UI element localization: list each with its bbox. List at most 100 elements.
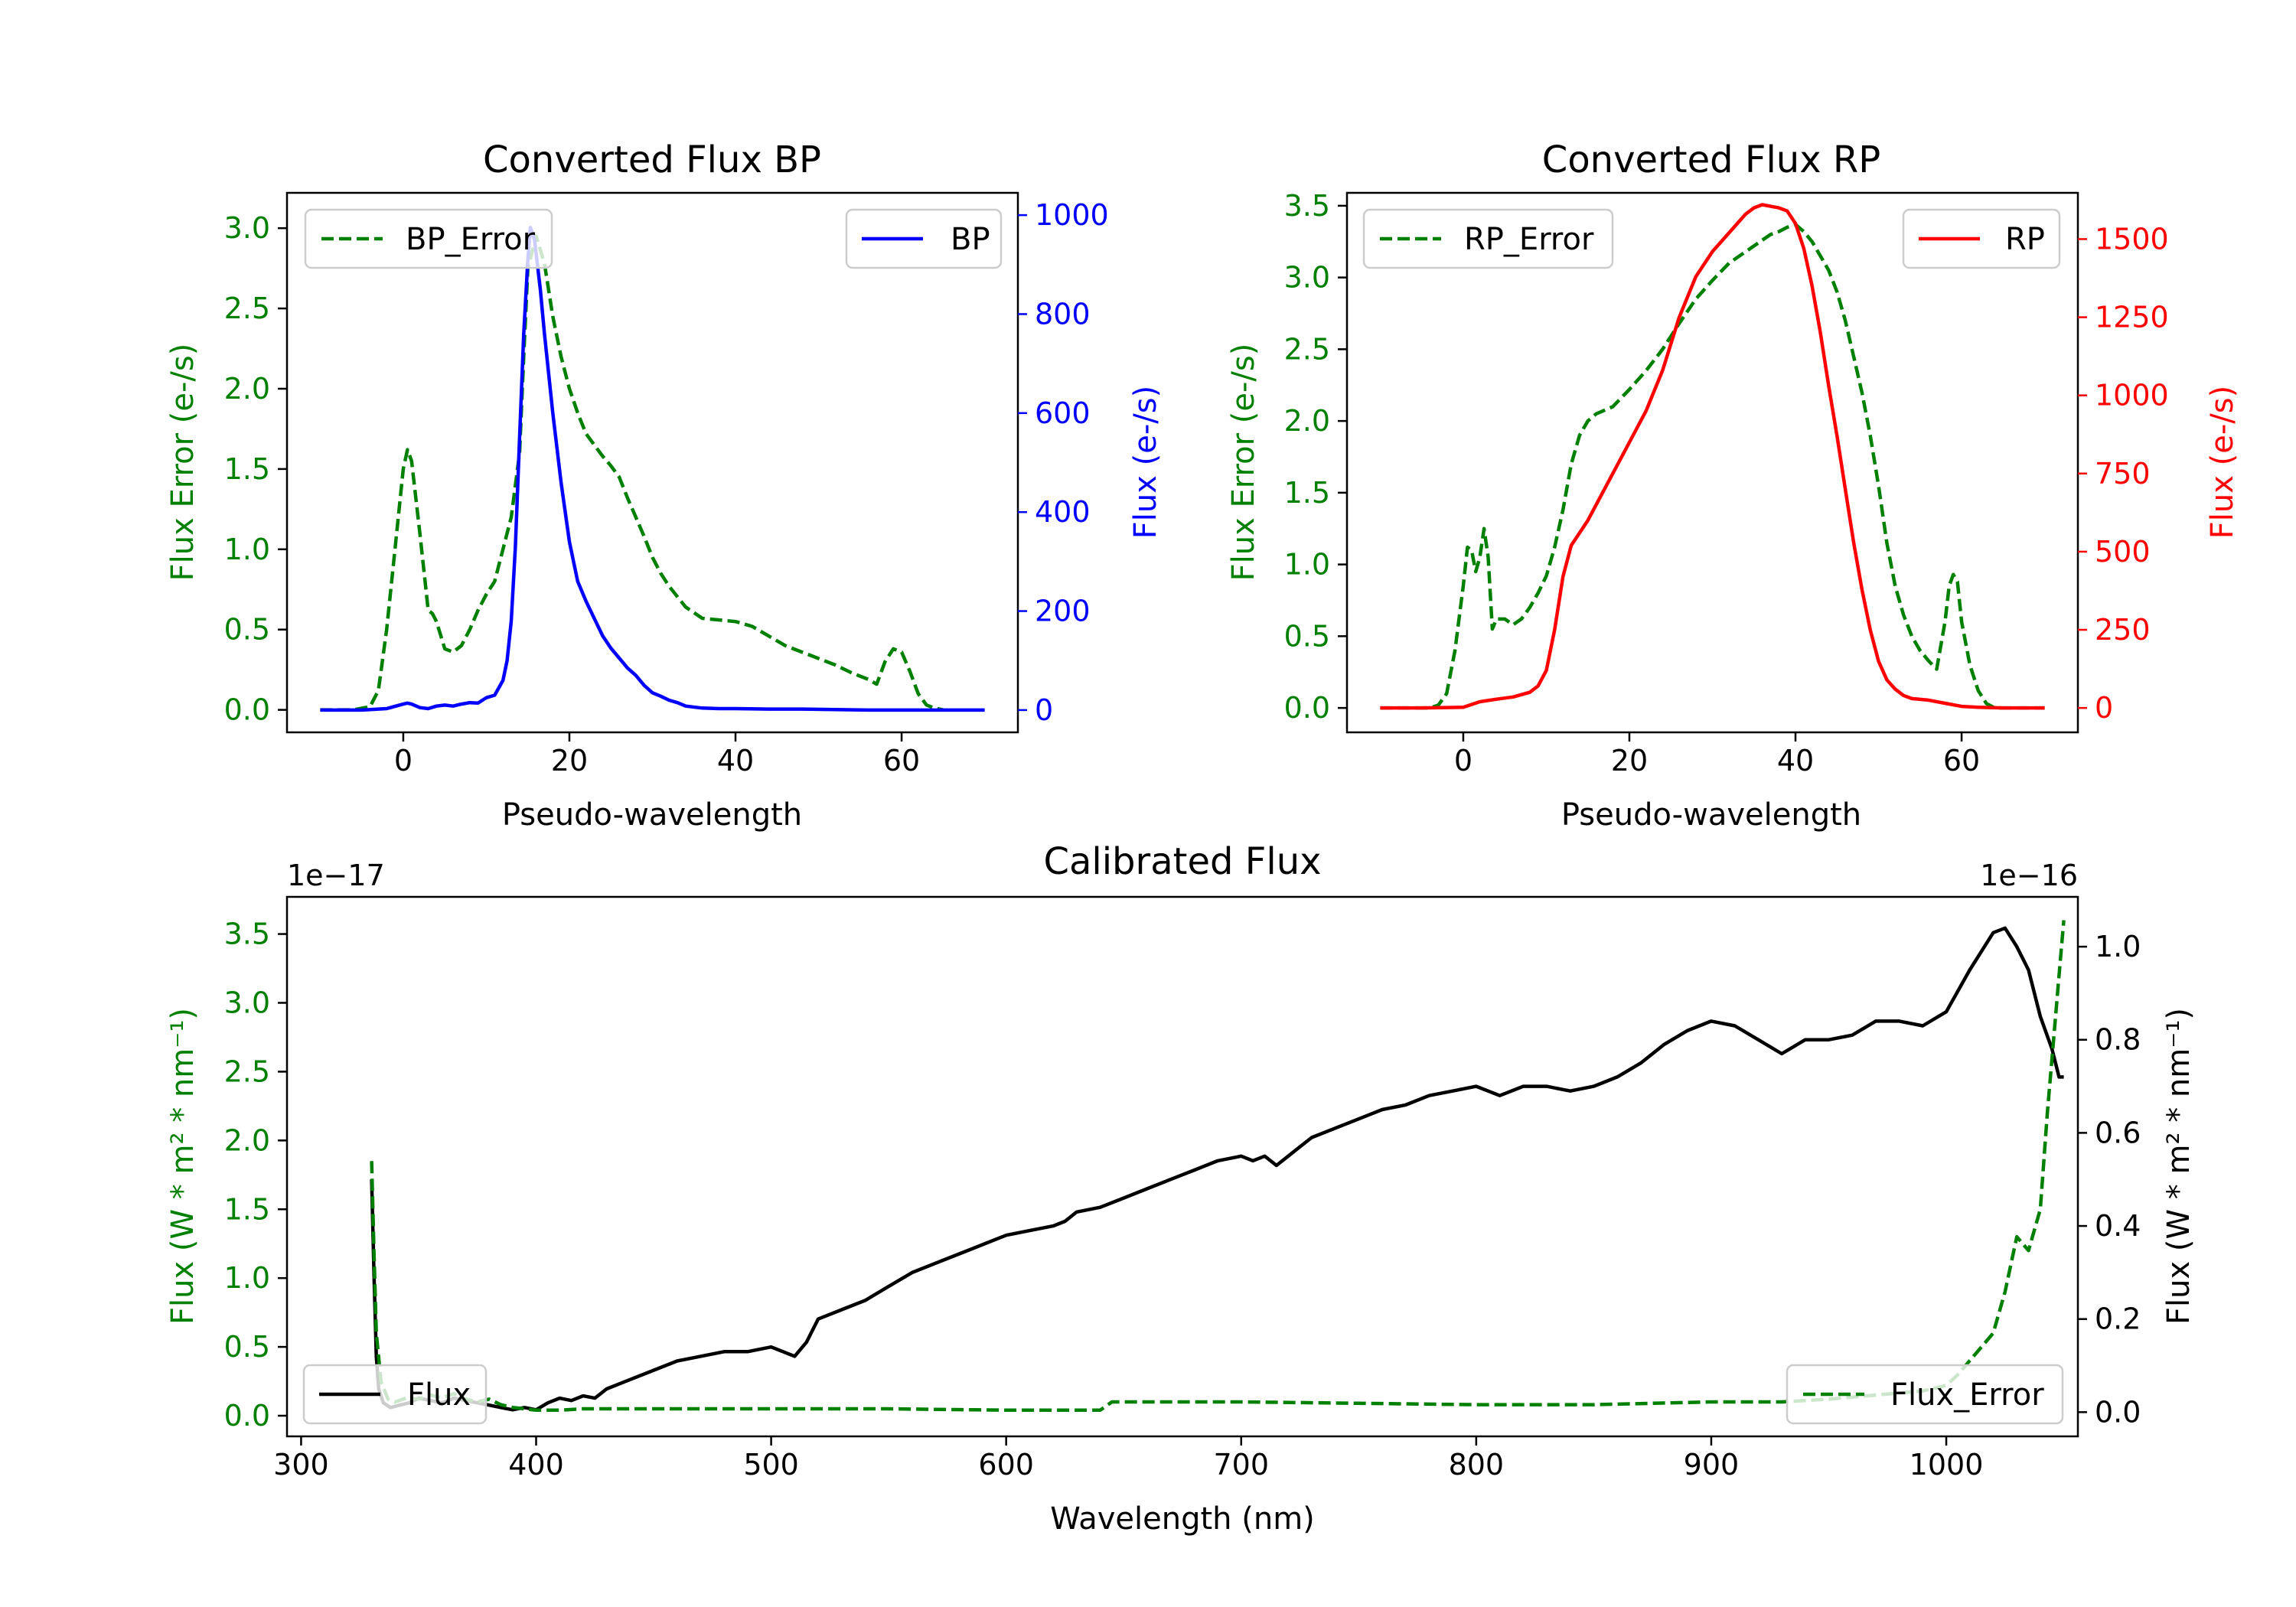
calibrated-x-tick-label: 600 xyxy=(978,1448,1034,1482)
rp-right-y-tick-label: 250 xyxy=(2095,613,2151,647)
rp-left-y-tick-label: 2.5 xyxy=(1284,332,1330,366)
bp-right-y-tick-label: 0 xyxy=(1035,693,1053,727)
rp-x-tick-label: 0 xyxy=(1454,744,1473,777)
calibrated-left-y-tick-label: 0.0 xyxy=(224,1399,270,1433)
calibrated-x-tick-label: 1000 xyxy=(1910,1448,1984,1482)
flux-legend-box xyxy=(302,1364,488,1425)
rp-legend-box xyxy=(1902,208,2061,269)
bp-x-tick-label: 40 xyxy=(717,744,754,777)
flux-error-legend-label: Flux_Error xyxy=(1890,1377,2044,1413)
flux-legend-label: Flux xyxy=(407,1377,471,1413)
calibrated-left-y-tick-label: 1.0 xyxy=(224,1261,270,1295)
rp-left-y-tick-label: 3.5 xyxy=(1284,189,1330,223)
calibrated-x-tick-label: 800 xyxy=(1449,1448,1505,1482)
calibrated-left-y-tick-label: 0.5 xyxy=(224,1330,270,1364)
calibrated-left-y-tick-label: 3.5 xyxy=(224,918,270,951)
bp-left-y-tick-label: 1.0 xyxy=(224,533,270,566)
rp-error-legend-box xyxy=(1362,208,1614,269)
calibrated-series-flux-error xyxy=(370,920,2066,1413)
bp-series-bp-error xyxy=(320,234,944,712)
bp-left-y-tick-label: 1.5 xyxy=(224,452,270,486)
rp-left-y-tick-label: 0.0 xyxy=(1284,691,1330,725)
bp-panel: Converted Flux BP 0 20 40 60 0.0 0.5 1.0 1.5 2.0… xyxy=(165,139,1163,833)
bp-legend[interactable]: BP xyxy=(845,208,1003,269)
bp-x-axis-label: Pseudo-wavelength xyxy=(502,797,802,833)
bp-left-y-tick-label: 0.5 xyxy=(224,613,270,647)
rp-left-y-tick-label: 1.5 xyxy=(1284,476,1330,510)
bp-error-legend-box xyxy=(304,208,553,269)
calibrated-x-tick-label: 900 xyxy=(1684,1448,1740,1482)
calibrated-right-y-tick-label: 1.0 xyxy=(2095,930,2141,963)
rp-legend[interactable]: RP xyxy=(1902,208,2061,269)
calibrated-x-tick-label: 400 xyxy=(508,1448,564,1482)
rp-right-y-tick-label: 500 xyxy=(2095,535,2151,569)
bp-right-y-tick-label: 200 xyxy=(1035,595,1091,628)
rp-left-y-tick-label: 1.0 xyxy=(1284,548,1330,582)
bp-left-y-tick-label: 2.0 xyxy=(224,372,270,406)
calibrated-x-tick-label: 300 xyxy=(273,1448,329,1482)
bp-left-axis-label: Flux Error (e-/s) xyxy=(165,344,201,582)
flux-legend[interactable]: Flux xyxy=(302,1364,488,1425)
calibrated-left-y-tick-label: 3.0 xyxy=(224,986,270,1019)
bp-right-y-tick-label: 600 xyxy=(1035,396,1091,430)
rp-right-y-tick-label: 0 xyxy=(2095,691,2113,725)
rp-right-y-tick-label: 1000 xyxy=(2095,379,2169,412)
rp-x-tick-label: 20 xyxy=(1611,744,1648,777)
bp-x-tick-label: 20 xyxy=(551,744,588,777)
rp-legend-label: RP xyxy=(2005,222,2045,257)
rp-x-tick-label: 40 xyxy=(1777,744,1814,777)
calibrated-left-axis-label: Flux (W * m² * nm⁻¹) xyxy=(165,1008,201,1325)
bp-x-tick-label: 60 xyxy=(883,744,920,777)
rp-right-y-tick-label: 1500 xyxy=(2095,222,2169,256)
bp-right-axis-label: Flux (e-/s) xyxy=(1128,386,1163,539)
rp-plot-frame xyxy=(1345,191,2079,734)
calibrated-x-tick-label: 700 xyxy=(1214,1448,1270,1482)
calibrated-right-y-tick-label: 0.4 xyxy=(2095,1209,2141,1243)
rp-chart-title: Converted Flux RP xyxy=(1542,139,1880,181)
rp-right-y-tick-label: 750 xyxy=(2095,457,2151,491)
flux-error-legend-box xyxy=(1786,1364,2064,1425)
rp-right-axis-label: Flux (e-/s) xyxy=(2205,386,2240,539)
bp-error-legend[interactable]: BP_Error xyxy=(304,208,553,269)
rp-left-axis-label: Flux Error (e-/s) xyxy=(1226,344,1261,582)
bp-legend-label: BP xyxy=(951,222,990,257)
calibrated-right-y-tick-label: 0.2 xyxy=(2095,1302,2141,1336)
rp-x-axis-label: Pseudo-wavelength xyxy=(1561,797,1861,833)
calibrated-plot-frame xyxy=(285,895,2079,1438)
bp-error-legend-label: BP_Error xyxy=(406,222,536,257)
calibrated-right-y-tick-label: 0.0 xyxy=(2095,1395,2141,1429)
bp-plot-frame xyxy=(285,191,1019,734)
bp-left-y-tick-label: 3.0 xyxy=(224,211,270,245)
rp-left-y-tick-label: 0.5 xyxy=(1284,619,1330,653)
rp-left-y-tick-label: 2.0 xyxy=(1284,404,1330,438)
rp-x-tick-label: 60 xyxy=(1943,744,1980,777)
bp-right-y-tick-label: 400 xyxy=(1035,495,1091,529)
bp-right-y-tick-label: 800 xyxy=(1035,297,1091,331)
bp-x-tick-label: 0 xyxy=(394,744,413,777)
bp-chart-title: Converted Flux BP xyxy=(483,139,821,181)
right-offset-label: 1e−16 xyxy=(1980,859,2078,892)
calibrated-x-axis-label: Wavelength (nm) xyxy=(1050,1501,1315,1537)
calibrated-left-y-tick-label: 1.5 xyxy=(224,1192,270,1226)
rp-panel: Converted Flux RP 0 20 40 60 0.0 0.5 1.0 1.5 2.0… xyxy=(1226,139,2240,833)
bp-left-y-tick-label: 0.0 xyxy=(224,693,270,727)
rp-series-rp xyxy=(1380,203,2045,710)
bp-right-y-tick-label: 1000 xyxy=(1035,198,1109,232)
rp-series-rp-error xyxy=(1380,223,2045,710)
rp-right-y-tick-label: 1250 xyxy=(2095,301,2169,334)
bp-left-y-tick-label: 2.5 xyxy=(224,292,270,325)
calibrated-left-y-tick-label: 2.5 xyxy=(224,1054,270,1088)
calibrated-left-y-tick-label: 2.0 xyxy=(224,1123,270,1157)
calibrated-series-flux xyxy=(370,926,2064,1412)
calibrated-x-tick-label: 500 xyxy=(743,1448,799,1482)
left-offset-label: 1e−17 xyxy=(287,859,385,892)
flux-error-legend[interactable]: Flux_Error xyxy=(1786,1364,2064,1425)
rp-error-legend-label: RP_Error xyxy=(1464,222,1594,257)
rp-error-legend[interactable]: RP_Error xyxy=(1362,208,1614,269)
bp-series-bp xyxy=(320,226,985,712)
calibrated-panel: Calibrated Flux 1e−17 1e−16 300 400 500 600… xyxy=(165,840,2197,1537)
calibrated-right-y-tick-label: 0.8 xyxy=(2095,1023,2141,1057)
calibrated-right-y-tick-label: 0.6 xyxy=(2095,1116,2141,1149)
calibrated-chart-title: Calibrated Flux xyxy=(1043,840,1321,883)
